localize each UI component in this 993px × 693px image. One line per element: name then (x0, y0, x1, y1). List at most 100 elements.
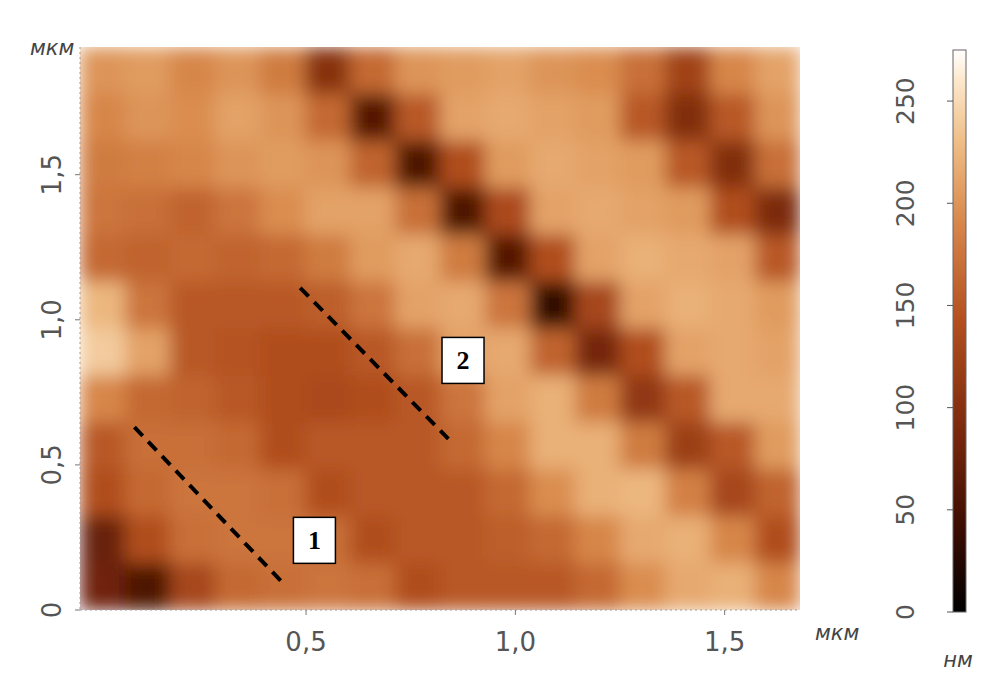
cell (170, 375, 216, 423)
colorbar-tick-label: 200 (891, 179, 920, 227)
cell (440, 282, 486, 330)
cell (440, 235, 486, 283)
chart: 0,51,01,500,51,01,5мкммкм120501001502002… (0, 0, 993, 693)
cell (755, 329, 800, 377)
cell (665, 47, 711, 95)
cell (440, 422, 486, 470)
cell (575, 282, 621, 330)
annotation-box (293, 517, 335, 563)
cell (260, 141, 306, 189)
cell (350, 375, 396, 423)
cell (440, 94, 486, 142)
cell (620, 47, 666, 95)
cell (665, 282, 711, 330)
cell (260, 47, 306, 95)
cell (665, 141, 711, 189)
y-tick-label: 0,5 (37, 444, 67, 485)
cell (485, 235, 531, 283)
cell (215, 516, 261, 564)
colorbar-tick (947, 612, 953, 613)
cell (440, 47, 486, 95)
cell (170, 47, 216, 95)
cell (170, 188, 216, 236)
cell (215, 235, 261, 283)
cell (395, 469, 441, 517)
cell (125, 329, 171, 377)
cell (485, 375, 531, 423)
cell (755, 47, 800, 95)
cell (305, 94, 351, 142)
cell (170, 516, 216, 564)
x-tick (515, 610, 516, 615)
cell (665, 94, 711, 142)
cell (620, 94, 666, 142)
cell (170, 469, 216, 517)
cell (260, 375, 306, 423)
cell (710, 469, 756, 517)
cell (710, 94, 756, 142)
cell (80, 329, 126, 377)
cell (215, 375, 261, 423)
cell (260, 329, 306, 377)
y-axis-line (80, 47, 81, 610)
cell (350, 563, 396, 610)
cell (440, 141, 486, 189)
cell (755, 422, 800, 470)
cell (575, 141, 621, 189)
cell (80, 47, 126, 95)
cell (215, 422, 261, 470)
cell (755, 563, 800, 610)
colorbar-tick-label: 150 (891, 282, 920, 330)
cell (665, 422, 711, 470)
cell (395, 422, 441, 470)
colorbar-tick (947, 407, 953, 408)
cell (215, 469, 261, 517)
cell (125, 94, 171, 142)
cell (125, 141, 171, 189)
cell (620, 282, 666, 330)
cell (350, 235, 396, 283)
cell (665, 188, 711, 236)
cell (575, 375, 621, 423)
cell (440, 516, 486, 564)
cell (80, 235, 126, 283)
cell (125, 235, 171, 283)
cell (350, 422, 396, 470)
cell (485, 422, 531, 470)
cell (80, 141, 126, 189)
x-tick (306, 610, 307, 615)
cell (710, 282, 756, 330)
cell (305, 563, 351, 610)
annotation-line (300, 288, 448, 439)
cell (575, 469, 621, 517)
cell (215, 94, 261, 142)
annotation-label: 1 (308, 526, 321, 555)
cell (125, 469, 171, 517)
cell (215, 563, 261, 610)
cell (80, 94, 126, 142)
cell (80, 516, 126, 564)
colorbar-tick-label: 0 (891, 604, 920, 620)
annotation-label: 2 (457, 346, 470, 375)
cell (710, 516, 756, 564)
cell (350, 282, 396, 330)
cell (170, 422, 216, 470)
cell (305, 329, 351, 377)
cell (620, 563, 666, 610)
cell (305, 282, 351, 330)
cell (215, 141, 261, 189)
cell (260, 188, 306, 236)
cell (125, 282, 171, 330)
cell (80, 422, 126, 470)
cell (755, 469, 800, 517)
cell (755, 188, 800, 236)
cell (395, 329, 441, 377)
colorbar-tick-label: 250 (891, 77, 920, 125)
cell (575, 94, 621, 142)
cell (485, 469, 531, 517)
cell (125, 47, 171, 95)
x-tick-label: 1,0 (495, 627, 536, 657)
cell (260, 469, 306, 517)
cell (620, 188, 666, 236)
cell (395, 375, 441, 423)
